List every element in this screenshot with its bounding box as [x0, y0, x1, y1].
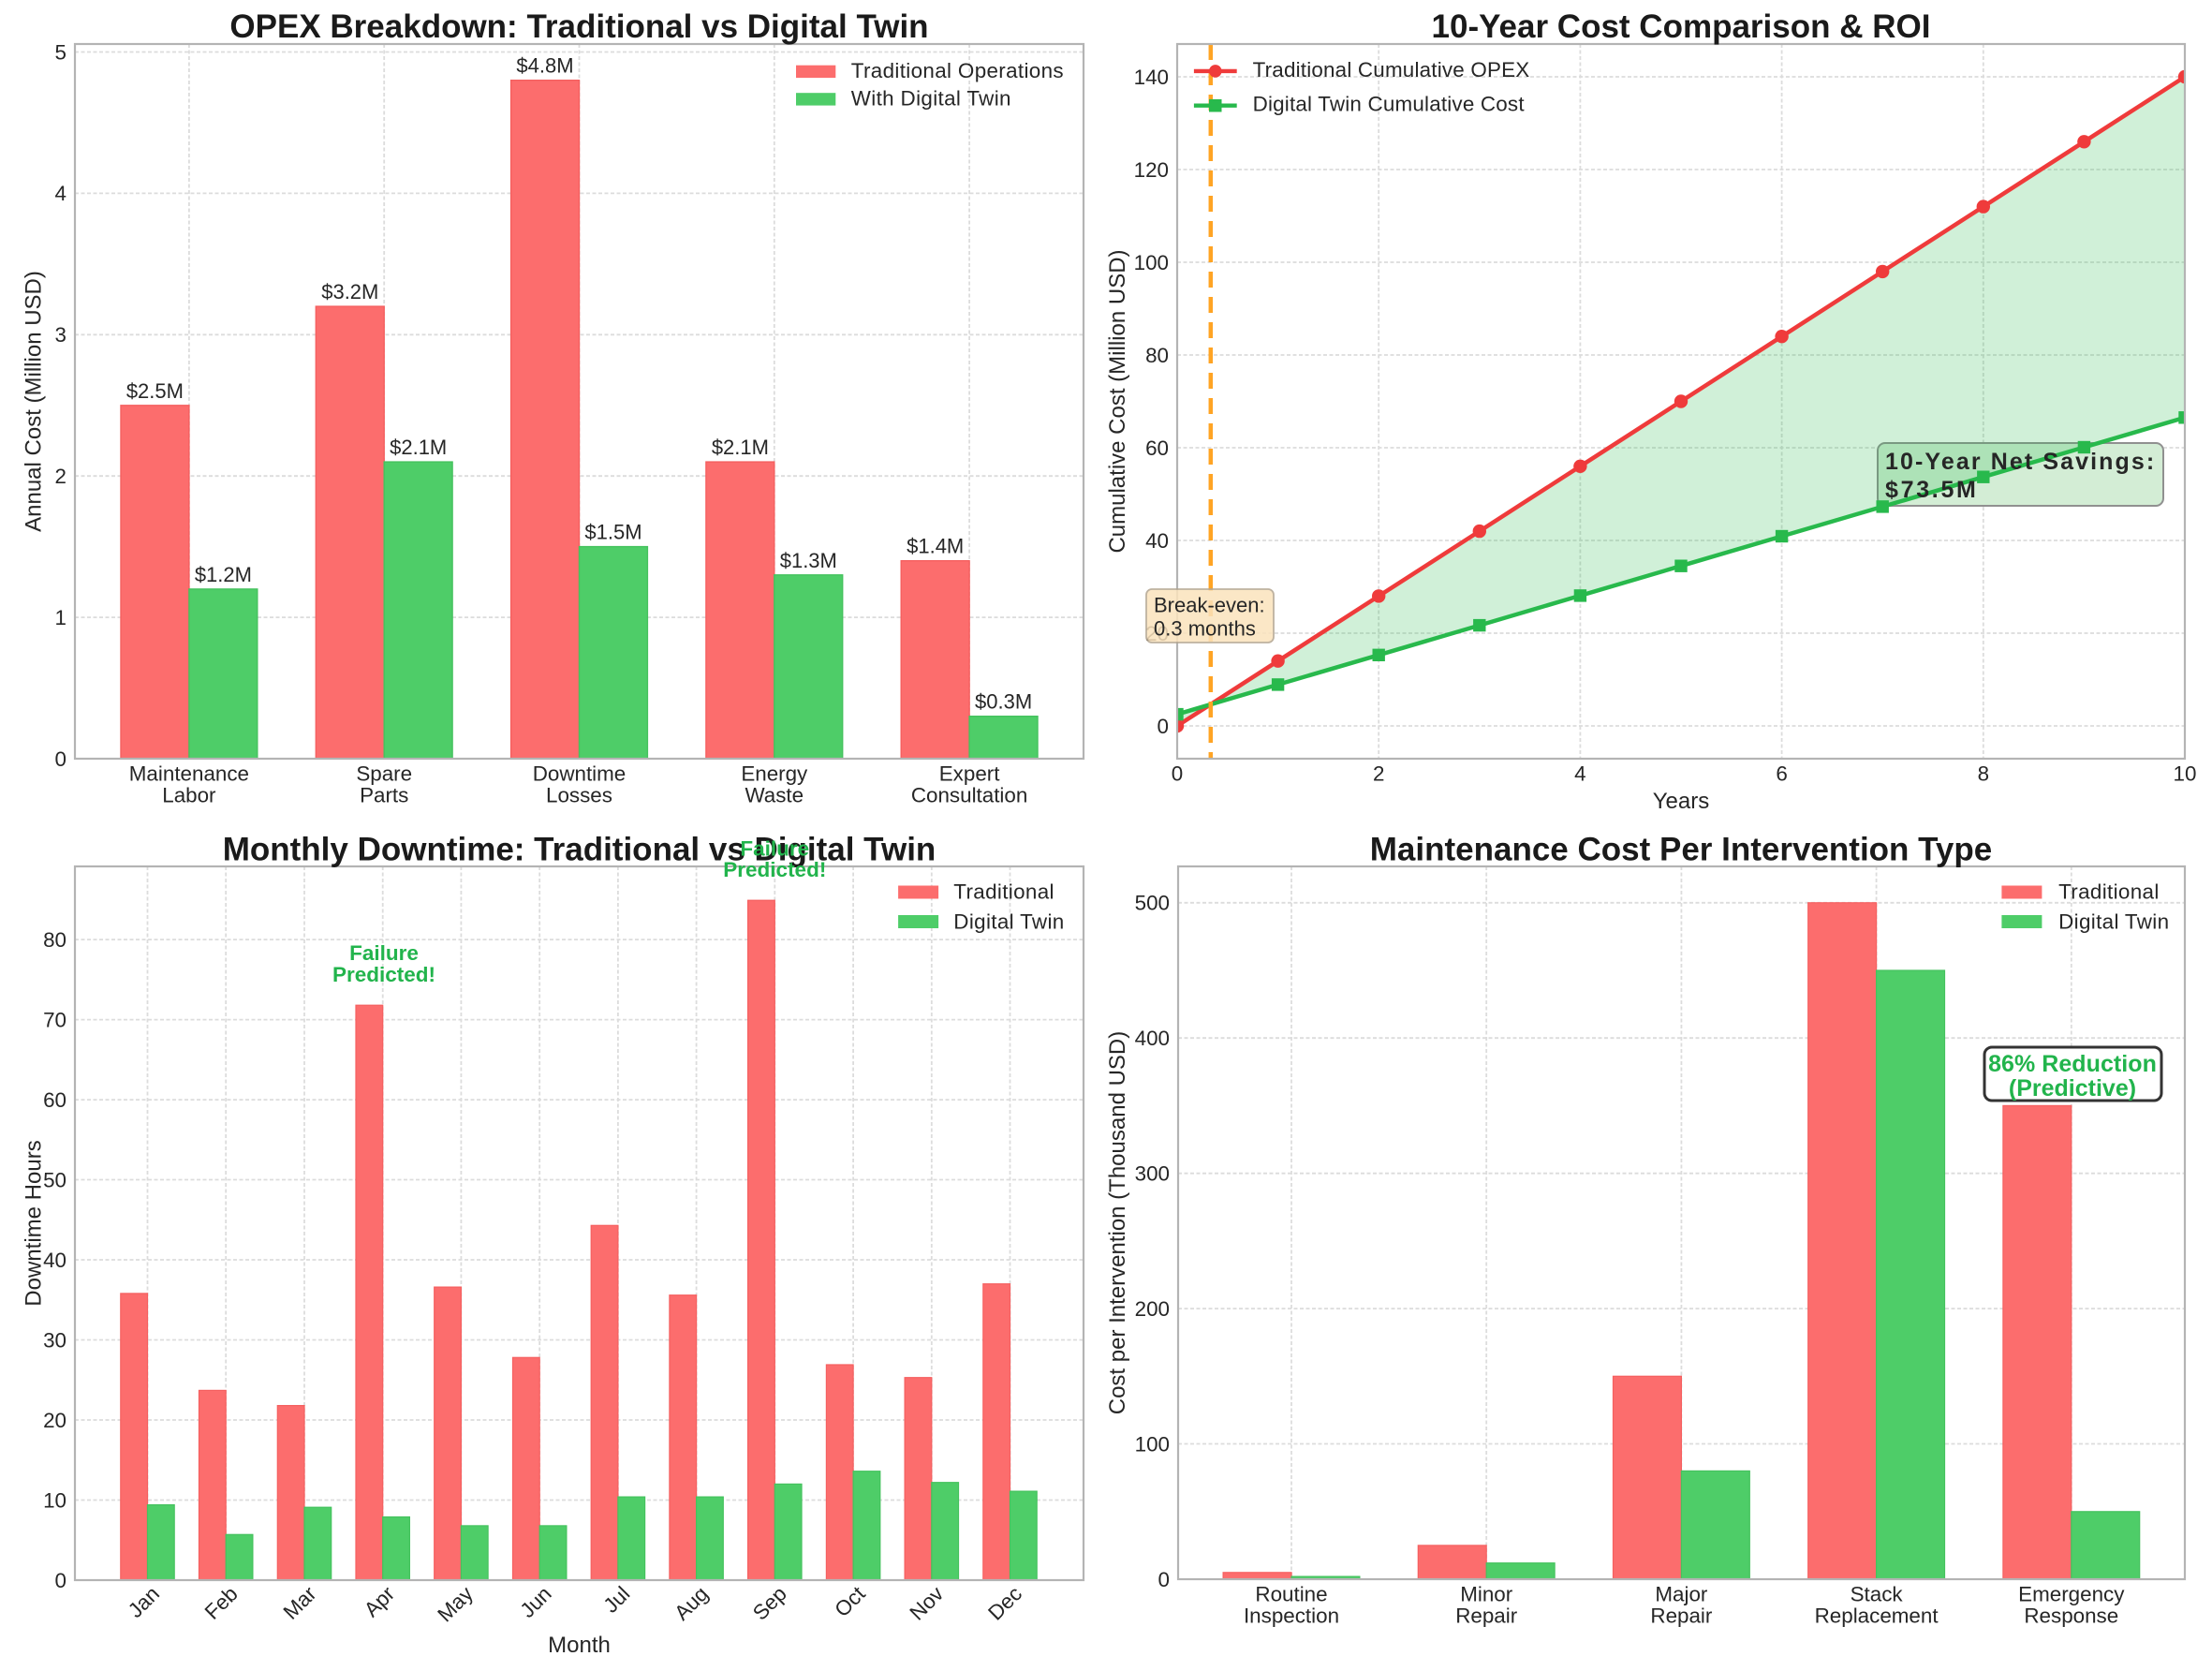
svg-text:Replacement: Replacement: [1815, 1604, 1939, 1628]
svg-text:Losses: Losses: [546, 784, 612, 807]
svg-text:$0.3M: $0.3M: [975, 690, 1032, 714]
svg-text:Month: Month: [548, 1633, 611, 1658]
svg-text:Parts: Parts: [360, 784, 408, 807]
svg-text:0: 0: [55, 747, 66, 771]
svg-text:Consultation: Consultation: [911, 784, 1027, 807]
svg-text:40: 40: [1145, 529, 1169, 553]
svg-text:3: 3: [55, 323, 66, 347]
svg-text:Digital Twin: Digital Twin: [2058, 910, 2169, 934]
svg-text:Digital Twin Cumulative Cost: Digital Twin Cumulative Cost: [1253, 93, 1526, 116]
svg-text:Repair: Repair: [1455, 1604, 1518, 1628]
svg-text:0: 0: [1172, 762, 1183, 786]
svg-text:$73.5M: $73.5M: [1885, 477, 1979, 503]
svg-text:Predicted!: Predicted!: [723, 858, 826, 881]
svg-text:Inspection: Inspection: [1244, 1604, 1339, 1628]
svg-text:Traditional Operations: Traditional Operations: [851, 59, 1064, 82]
svg-text:$1.5M: $1.5M: [584, 521, 641, 544]
svg-text:500: 500: [1135, 892, 1170, 915]
svg-text:$2.1M: $2.1M: [712, 436, 769, 459]
svg-text:140: 140: [1134, 66, 1169, 89]
svg-text:Labor: Labor: [162, 784, 216, 807]
svg-text:$3.2M: $3.2M: [321, 280, 378, 303]
svg-text:60: 60: [1145, 436, 1169, 460]
svg-text:Failure: Failure: [740, 836, 809, 860]
svg-text:200: 200: [1135, 1297, 1170, 1321]
svg-text:Energy: Energy: [741, 762, 808, 786]
svg-text:80: 80: [1145, 344, 1169, 367]
svg-text:Repair: Repair: [1650, 1604, 1713, 1628]
svg-text:30: 30: [43, 1328, 66, 1352]
svg-text:Cumulative Cost (Million USD): Cumulative Cost (Million USD): [1105, 249, 1130, 553]
svg-text:5: 5: [55, 40, 66, 64]
svg-text:100: 100: [1134, 251, 1169, 274]
svg-text:4: 4: [1574, 762, 1585, 786]
svg-text:0.3 months: 0.3 months: [1154, 617, 1256, 641]
svg-text:10-Year Net Savings:: 10-Year Net Savings:: [1885, 449, 2156, 475]
svg-text:Traditional Cumulative OPEX: Traditional Cumulative OPEX: [1253, 58, 1530, 81]
svg-text:4: 4: [55, 182, 66, 205]
svg-text:Downtime: Downtime: [533, 762, 627, 786]
svg-text:10-Year Cost Comparison & ROI: 10-Year Cost Comparison & ROI: [1432, 8, 1931, 45]
svg-text:Waste: Waste: [745, 784, 804, 807]
svg-text:2: 2: [1373, 762, 1384, 786]
svg-text:$1.2M: $1.2M: [195, 563, 252, 586]
svg-text:10: 10: [43, 1488, 66, 1512]
svg-text:0: 0: [1158, 1568, 1170, 1591]
svg-text:OPEX Breakdown: Traditional vs: OPEX Breakdown: Traditional vs Digital T…: [229, 8, 928, 45]
svg-text:With Digital Twin: With Digital Twin: [851, 87, 1011, 111]
svg-text:$2.5M: $2.5M: [126, 379, 184, 403]
svg-text:0: 0: [55, 1569, 66, 1592]
svg-text:6: 6: [1776, 762, 1787, 786]
svg-text:Failure: Failure: [349, 941, 419, 965]
svg-text:Annual Cost (Million USD): Annual Cost (Million USD): [22, 271, 47, 532]
svg-text:$1.3M: $1.3M: [780, 549, 837, 572]
svg-text:$2.1M: $2.1M: [390, 436, 447, 459]
svg-text:20: 20: [43, 1409, 66, 1432]
svg-text:(Predictive): (Predictive): [2009, 1075, 2136, 1102]
svg-text:300: 300: [1135, 1162, 1170, 1186]
svg-text:Traditional: Traditional: [953, 880, 1054, 904]
svg-text:0: 0: [1158, 715, 1169, 738]
svg-text:60: 60: [43, 1088, 66, 1112]
svg-text:Traditional: Traditional: [2058, 880, 2160, 904]
svg-text:Monthly Downtime: Traditional: Monthly Downtime: Traditional vs Digital…: [223, 832, 936, 868]
svg-text:80: 80: [43, 928, 66, 952]
svg-text:2: 2: [55, 465, 66, 488]
svg-text:10: 10: [2174, 762, 2197, 786]
svg-text:Spare: Spare: [356, 762, 412, 786]
svg-text:Cost per Intervention (Thousan: Cost per Intervention (Thousand USD): [1105, 1031, 1130, 1415]
svg-text:Stack: Stack: [1851, 1583, 1904, 1606]
svg-text:Digital Twin: Digital Twin: [953, 910, 1064, 934]
svg-text:Routine: Routine: [1255, 1583, 1327, 1606]
svg-text:50: 50: [43, 1168, 66, 1191]
svg-text:70: 70: [43, 1008, 66, 1031]
svg-text:Break-even:: Break-even:: [1154, 594, 1265, 617]
svg-text:Response: Response: [2024, 1604, 2118, 1628]
svg-text:1: 1: [55, 606, 66, 629]
svg-text:Maintenance Cost Per Intervent: Maintenance Cost Per Intervention Type: [1370, 832, 1993, 868]
svg-text:Major: Major: [1655, 1583, 1708, 1606]
svg-text:Minor: Minor: [1460, 1583, 1513, 1606]
svg-text:Years: Years: [1653, 789, 1710, 814]
svg-text:40: 40: [43, 1249, 66, 1272]
svg-text:Downtime Hours: Downtime Hours: [22, 1140, 47, 1306]
svg-text:400: 400: [1135, 1027, 1170, 1050]
svg-text:100: 100: [1135, 1432, 1170, 1456]
svg-text:86% Reduction: 86% Reduction: [1988, 1051, 2157, 1077]
svg-text:Predicted!: Predicted!: [332, 963, 435, 986]
svg-text:120: 120: [1134, 158, 1169, 182]
svg-text:8: 8: [1978, 762, 1989, 786]
svg-text:Emergency: Emergency: [2018, 1583, 2125, 1606]
svg-text:Maintenance: Maintenance: [129, 762, 249, 786]
svg-text:$1.4M: $1.4M: [907, 535, 964, 558]
svg-text:Expert: Expert: [939, 762, 1000, 786]
svg-text:$4.8M: $4.8M: [516, 54, 573, 78]
